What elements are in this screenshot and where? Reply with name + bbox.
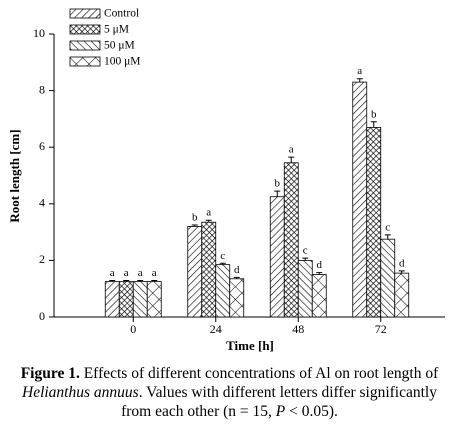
significance-letter: b xyxy=(275,178,281,190)
error-bar xyxy=(123,279,130,282)
y-axis-title: Root length [cm] xyxy=(7,129,22,222)
bar xyxy=(380,238,396,318)
bar xyxy=(352,81,368,318)
significance-letter: a xyxy=(206,207,211,219)
error-bar xyxy=(191,224,198,227)
significance-letter: b xyxy=(371,108,377,120)
y-tick-label: 6 xyxy=(39,139,45,153)
x-tick-label: 0 xyxy=(130,322,136,336)
error-bar xyxy=(398,270,405,274)
caption-symbol: P xyxy=(275,403,286,420)
bar xyxy=(146,281,162,318)
x-tick-label: 24 xyxy=(210,322,222,336)
y-tick-label: 0 xyxy=(39,309,45,323)
bar xyxy=(297,259,313,318)
legend-label: 100 μM xyxy=(104,56,141,68)
legend-swatch xyxy=(69,8,101,19)
error-bar xyxy=(233,276,240,279)
legend-swatch xyxy=(69,24,101,35)
caption-label: Figure 1. xyxy=(20,365,80,382)
bar xyxy=(269,196,285,318)
caption-text: . Values with different letters differ s… xyxy=(121,384,437,420)
caption-text: < 0.05). xyxy=(285,403,338,420)
significance-letter: a xyxy=(110,267,115,279)
error-bar xyxy=(384,234,391,240)
significance-letter: a xyxy=(357,65,362,77)
x-tick-label: 48 xyxy=(292,322,304,336)
x-tick-label: 72 xyxy=(375,322,387,336)
error-bar xyxy=(219,262,226,265)
error-bar xyxy=(274,190,281,197)
y-tick-label: 10 xyxy=(33,26,45,40)
legend-swatch xyxy=(69,40,101,51)
error-bar xyxy=(356,78,363,83)
bar xyxy=(394,272,410,318)
legend-swatch xyxy=(69,56,101,67)
bar xyxy=(132,281,148,318)
legend-label: 50 μM xyxy=(104,40,135,52)
error-bar xyxy=(151,279,158,282)
error-bar xyxy=(316,272,323,275)
error-bar xyxy=(370,121,377,128)
bar xyxy=(187,226,203,318)
error-bar xyxy=(288,156,295,163)
significance-letter: a xyxy=(124,267,129,279)
significance-letter: d xyxy=(234,264,240,276)
caption: Figure 1. Effects of different concentra… xyxy=(8,364,451,421)
bar xyxy=(215,264,231,318)
bar xyxy=(311,274,327,318)
error-bar xyxy=(109,279,116,282)
significance-letter: a xyxy=(289,144,294,156)
significance-letter: d xyxy=(399,257,405,269)
y-tick-label: 2 xyxy=(39,252,45,266)
bar xyxy=(104,281,120,318)
significance-letter: c xyxy=(303,245,308,257)
bar xyxy=(366,126,382,318)
error-bar xyxy=(205,219,212,223)
significance-letter: d xyxy=(317,259,323,271)
bar xyxy=(283,162,299,318)
caption-text: Effects of different concentrations of A… xyxy=(79,365,439,382)
bar xyxy=(201,221,217,318)
error-bar xyxy=(137,279,144,282)
significance-letter: c xyxy=(220,250,225,262)
y-tick-label: 8 xyxy=(39,82,45,96)
bar xyxy=(118,281,134,318)
legend-label: Control xyxy=(104,8,139,20)
significance-letter: b xyxy=(192,212,198,224)
significance-letter: c xyxy=(385,221,390,233)
x-axis-title: Time [h] xyxy=(226,338,274,353)
y-tick-label: 4 xyxy=(39,196,45,210)
caption-species: Helianthus annuus xyxy=(22,384,139,401)
error-bar xyxy=(302,257,309,261)
significance-letter: a xyxy=(152,267,157,279)
legend-label: 5 μM xyxy=(104,24,129,36)
significance-letter: a xyxy=(138,267,143,279)
bar xyxy=(229,278,245,318)
